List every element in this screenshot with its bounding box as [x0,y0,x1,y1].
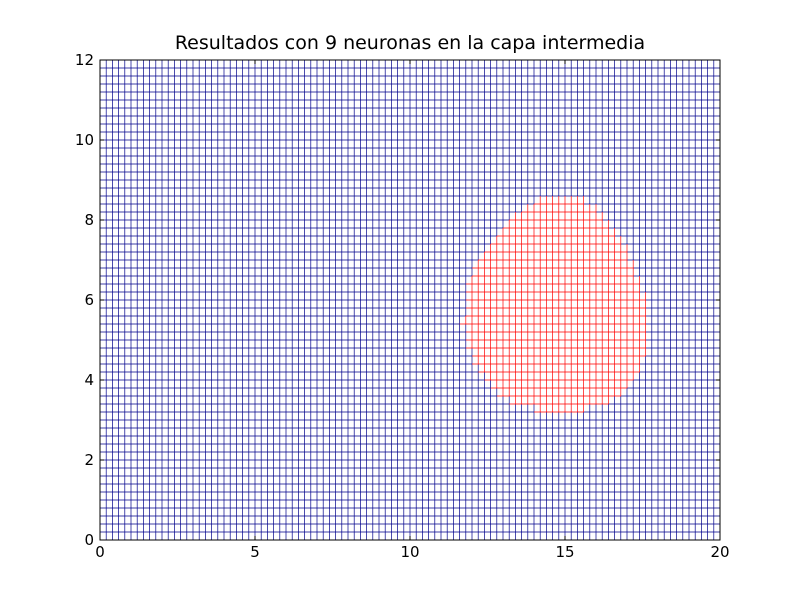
x-tick-label: 0 [95,543,105,561]
x-tick-label: 20 [710,543,729,561]
y-tick-label: 12 [75,51,94,69]
y-tick-label: 4 [84,371,94,389]
x-tick-label: 5 [250,543,260,561]
y-tick-label: 2 [84,451,94,469]
y-tick-label: 10 [75,131,94,149]
y-tick-label: 0 [84,531,94,549]
x-tick-label: 15 [555,543,574,561]
axes: 0 5 10 15 20 0 2 4 6 8 10 12 [75,51,730,561]
y-tick-label: 6 [84,291,94,309]
x-tick-label: 10 [400,543,419,561]
plot-area [100,60,721,541]
y-tick-label: 8 [84,211,94,229]
class-1-points [459,196,646,413]
chart-title: Resultados con 9 neuronas en la capa int… [175,32,645,54]
